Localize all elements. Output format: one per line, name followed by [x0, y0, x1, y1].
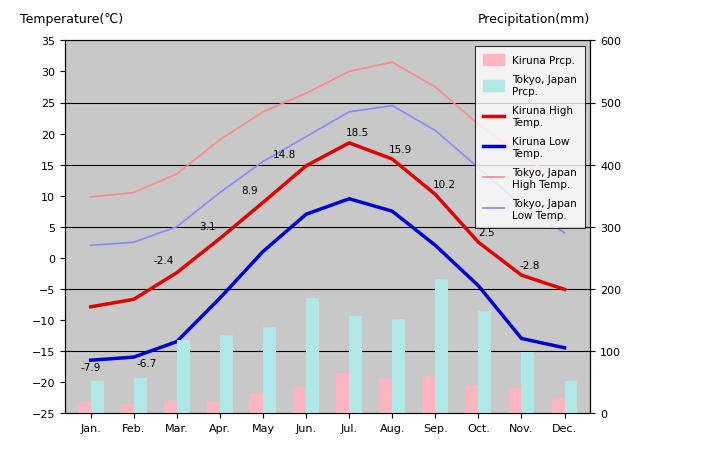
Tokyo, Japan
High Temp. [86, 195, 95, 200]
Kiruna High
Temp. [215, 236, 224, 242]
Kiruna High
Temp. [302, 164, 310, 169]
Bar [465, 385, 478, 413]
Line: Kiruna High
Temp.: Kiruna High Temp. [91, 144, 564, 307]
Tokyo, Japan
Low Temp. [388, 104, 397, 109]
Bar [423, 376, 436, 413]
Tokyo, Japan
Low Temp. [560, 230, 569, 236]
Bar [436, 280, 449, 413]
Tokyo, Japan
Low Temp. [173, 224, 181, 230]
Kiruna High
Temp. [258, 200, 267, 206]
Tokyo, Japan
High Temp. [474, 122, 482, 128]
Bar [508, 388, 521, 413]
Kiruna Low
Temp. [431, 243, 440, 248]
Kiruna High
Temp. [431, 192, 440, 198]
Bar [250, 392, 263, 413]
Tokyo, Japan
High Temp. [388, 60, 397, 66]
Text: 2.5: 2.5 [479, 227, 495, 237]
Line: Tokyo, Japan
Low Temp.: Tokyo, Japan Low Temp. [91, 106, 564, 246]
Bar [293, 387, 306, 413]
Kiruna High
Temp. [388, 157, 397, 162]
Text: Precipitation(mm): Precipitation(mm) [478, 13, 590, 27]
Kiruna Low
Temp. [345, 196, 354, 202]
Bar [91, 381, 104, 413]
Kiruna Low
Temp. [130, 354, 138, 360]
Legend: Kiruna Prcp., Tokyo, Japan
Prcp., Kiruna High
Temp., Kiruna Low
Temp., Tokyo, Ja: Kiruna Prcp., Tokyo, Japan Prcp., Kiruna… [474, 46, 585, 229]
Kiruna High
Temp. [130, 297, 138, 302]
Tokyo, Japan
High Temp. [302, 91, 310, 97]
Bar [564, 381, 577, 413]
Kiruna Low
Temp. [86, 358, 95, 363]
Kiruna High
Temp. [345, 141, 354, 146]
Tokyo, Japan
Low Temp. [258, 159, 267, 165]
Kiruna Low
Temp. [388, 209, 397, 214]
Bar [177, 341, 190, 413]
Text: -6.7: -6.7 [137, 358, 157, 369]
Tokyo, Japan
High Temp. [431, 85, 440, 90]
Bar [349, 316, 362, 413]
Kiruna High
Temp. [517, 273, 526, 278]
Text: -2.4: -2.4 [153, 256, 174, 266]
Tokyo, Japan
High Temp. [517, 153, 526, 159]
Kiruna Low
Temp. [215, 296, 224, 301]
Bar [220, 336, 233, 413]
Kiruna High
Temp. [474, 240, 482, 246]
Text: 8.9: 8.9 [242, 186, 258, 196]
Bar [521, 353, 534, 413]
Kiruna Low
Temp. [560, 345, 569, 351]
Tokyo, Japan
Low Temp. [517, 203, 526, 208]
Bar [379, 379, 392, 413]
Bar [207, 403, 220, 413]
Kiruna High
Temp. [560, 287, 569, 292]
Text: 14.8: 14.8 [273, 149, 296, 159]
Text: Temperature(℃): Temperature(℃) [20, 13, 123, 27]
Kiruna High
Temp. [86, 304, 95, 310]
Tokyo, Japan
High Temp. [345, 69, 354, 75]
Tokyo, Japan
High Temp. [560, 181, 569, 186]
Bar [263, 328, 276, 413]
Bar [306, 298, 319, 413]
Kiruna Low
Temp. [517, 336, 526, 341]
Text: -7.9: -7.9 [81, 362, 101, 372]
Line: Kiruna Low
Temp.: Kiruna Low Temp. [91, 199, 564, 360]
Text: 15.9: 15.9 [390, 144, 413, 154]
Kiruna Low
Temp. [173, 339, 181, 345]
Tokyo, Japan
High Temp. [215, 138, 224, 143]
Line: Tokyo, Japan
High Temp.: Tokyo, Japan High Temp. [91, 63, 564, 197]
Bar [164, 401, 177, 413]
Tokyo, Japan
Low Temp. [130, 240, 138, 246]
Tokyo, Japan
Low Temp. [345, 110, 354, 115]
Bar [134, 378, 147, 413]
Text: 10.2: 10.2 [432, 179, 456, 190]
Tokyo, Japan
High Temp. [173, 172, 181, 177]
Bar [552, 398, 564, 413]
Bar [392, 319, 405, 413]
Kiruna Low
Temp. [474, 283, 482, 289]
Tokyo, Japan
High Temp. [258, 110, 267, 115]
Tokyo, Japan
Low Temp. [474, 166, 482, 171]
Bar [336, 373, 349, 413]
Tokyo, Japan
Low Temp. [302, 134, 310, 140]
Bar [478, 311, 491, 413]
Bar [78, 402, 91, 413]
Tokyo, Japan
Low Temp. [215, 190, 224, 196]
Tokyo, Japan
Low Temp. [431, 129, 440, 134]
Bar [121, 404, 134, 413]
Kiruna High
Temp. [173, 270, 181, 276]
Kiruna Low
Temp. [302, 212, 310, 218]
Text: 18.5: 18.5 [346, 128, 369, 138]
Text: -2.8: -2.8 [520, 260, 540, 270]
Kiruna Low
Temp. [258, 249, 267, 255]
Text: 3.1: 3.1 [199, 222, 215, 232]
Tokyo, Japan
High Temp. [130, 190, 138, 196]
Tokyo, Japan
Low Temp. [86, 243, 95, 248]
